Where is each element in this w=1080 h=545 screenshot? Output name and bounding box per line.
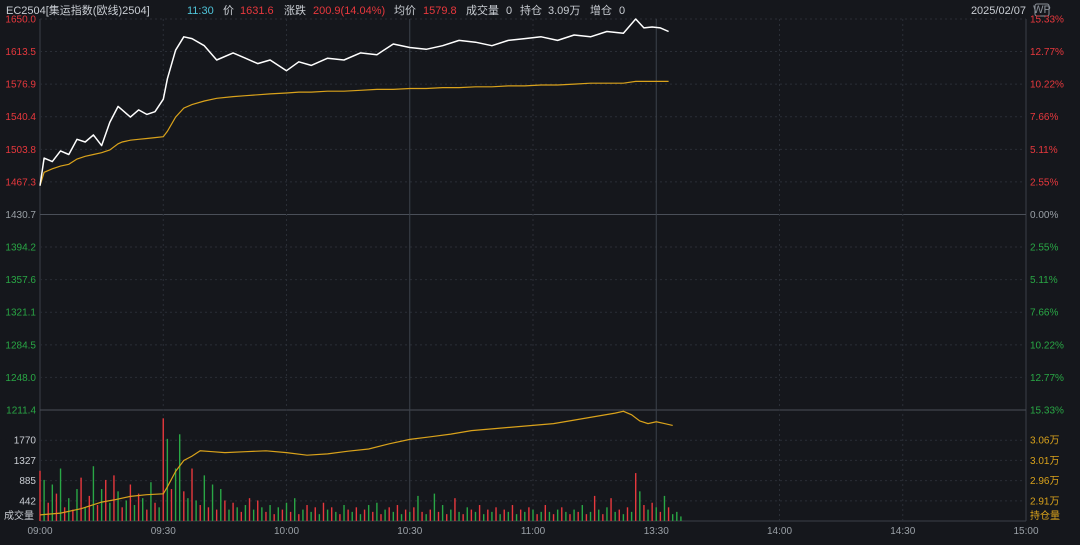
time-tick-label: 11:00 (521, 526, 546, 537)
oi-tick-label: 2.91万 (1030, 496, 1059, 507)
price-tick-label: 1211.4 (6, 406, 36, 417)
wp-badge[interactable]: WP (1033, 3, 1051, 17)
time-tick-label: 14:00 (767, 526, 792, 537)
open-interest-line (39, 410, 673, 516)
oi-tick-label: 3.01万 (1030, 456, 1059, 467)
price-tick-label: 1430.7 (5, 210, 36, 221)
pct-tick-label: 10.22% (1030, 340, 1064, 351)
chart-grid (39, 18, 1027, 522)
open-interest-value: 3.09万 (548, 5, 580, 17)
pct-tick-label: 2.55% (1030, 177, 1058, 188)
avg-price-label: 均价 (394, 4, 416, 17)
symbol-label: EC2504[集运指数(欧线)2504] (6, 3, 150, 17)
volume-bars (39, 418, 682, 521)
pct-tick-label: 15.33% (1030, 406, 1064, 417)
oi-change-label: 增仓 (590, 3, 612, 17)
open-interest-label: 持仓 (520, 3, 542, 17)
volume-tick-label: 885 (19, 476, 36, 487)
trade-date: 2025/02/07 (971, 5, 1026, 17)
time-tick-label: 14:30 (890, 526, 915, 537)
axis-labels: 1650.0 15.33% 1613.5 12.77% 1576.9 10.22% 1540… (4, 15, 1064, 538)
volume-tick-label: 1770 (14, 436, 37, 447)
time-tick-label: 10:30 (397, 526, 422, 537)
quote-header: EC2504[集运指数(欧线)2504] 11:30 价 1631.6 涨跌 2… (6, 3, 1051, 17)
oi-tick-label: 2.96万 (1030, 476, 1059, 487)
pct-tick-label: 10.22% (1030, 80, 1064, 91)
volume-value: 0 (506, 5, 512, 17)
volume-tick-label: 442 (19, 496, 36, 507)
price-tick-label: 1540.4 (5, 112, 36, 123)
pct-tick-label: 7.66% (1030, 112, 1058, 123)
change-value: 200.9(14.04%) (313, 5, 385, 17)
pct-tick-label: 7.66% (1030, 308, 1058, 319)
volume-label: 成交量 (466, 3, 499, 17)
pct-tick-label: 5.11% (1030, 145, 1058, 156)
pct-tick-label: 15.33% (1030, 15, 1064, 26)
oi-tick-label: 3.06万 (1030, 436, 1059, 447)
price-tick-label: 1321.1 (5, 308, 36, 319)
price-tick-label: 1576.9 (5, 80, 36, 91)
price-tick-label: 1357.6 (5, 275, 36, 286)
price-label: 价 (223, 4, 234, 17)
pct-tick-label: 12.77% (1030, 373, 1064, 384)
volume-axis-label: 成交量 (4, 509, 34, 522)
price-value: 1631.6 (240, 5, 274, 17)
pct-tick-label: 12.77% (1030, 47, 1064, 58)
price-tick-label: 1650.0 (5, 15, 36, 26)
time-tick-label: 13:30 (644, 526, 669, 537)
pct-tick-label: 5.11% (1030, 275, 1058, 286)
time-tick-label: 09:00 (27, 526, 52, 537)
price-tick-label: 1394.2 (5, 243, 36, 254)
pct-tick-label: 2.55% (1030, 243, 1058, 254)
oi-change-value: 0 (619, 5, 625, 17)
pct-tick-label: 0.00% (1030, 210, 1058, 221)
avg-price-value: 1579.8 (423, 5, 457, 17)
price-tick-label: 1613.5 (5, 47, 36, 58)
time-tick-label: 15:00 (1013, 526, 1038, 537)
price-tick-label: 1248.0 (5, 373, 36, 384)
volume-tick-label: 1327 (14, 456, 37, 467)
price-tick-label: 1467.3 (5, 177, 36, 188)
time-tick-label: 10:00 (274, 526, 299, 537)
chart-lines (39, 18, 673, 516)
wp-badge-text: WP (1033, 4, 1051, 16)
price-tick-label: 1284.5 (5, 340, 36, 351)
oi-axis-label: 持仓量 (1030, 509, 1060, 522)
average-price-line (39, 80, 669, 186)
time-tick-label: 09:30 (151, 526, 176, 537)
price-tick-label: 1503.8 (5, 145, 36, 156)
change-label: 涨跌 (284, 3, 306, 17)
quote-time: 11:30 (187, 5, 214, 17)
price-line (39, 18, 669, 186)
